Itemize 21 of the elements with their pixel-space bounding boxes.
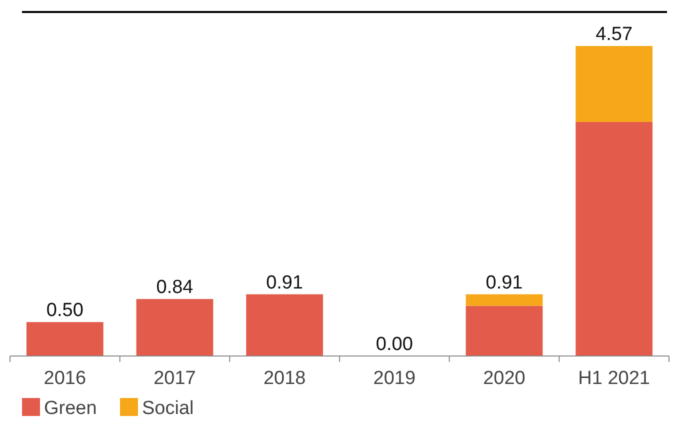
data-label: 0.84 — [156, 277, 194, 298]
bar — [136, 299, 214, 356]
data-label: 0.50 — [46, 300, 84, 322]
bar — [26, 322, 104, 356]
bar — [576, 46, 653, 122]
bar — [576, 122, 653, 356]
x-tick-label: 2019 — [373, 368, 416, 389]
x-tick-label: 2020 — [483, 368, 526, 389]
x-tick-label: H1 2021 — [578, 368, 650, 389]
legend-label: Green — [44, 398, 97, 419]
data-label: 0.91 — [266, 272, 304, 294]
bar — [466, 306, 543, 356]
bar — [466, 294, 543, 306]
total-label: 0.91 — [486, 272, 523, 294]
x-tick-label: 2017 — [154, 368, 196, 389]
total-label: 4.57 — [596, 24, 633, 45]
data-label: 0.00 — [376, 334, 413, 355]
legend-label: Social — [142, 398, 194, 419]
x-tick-label: 2018 — [263, 368, 306, 389]
bar — [246, 294, 324, 356]
x-tick-label: 2016 — [44, 368, 86, 389]
